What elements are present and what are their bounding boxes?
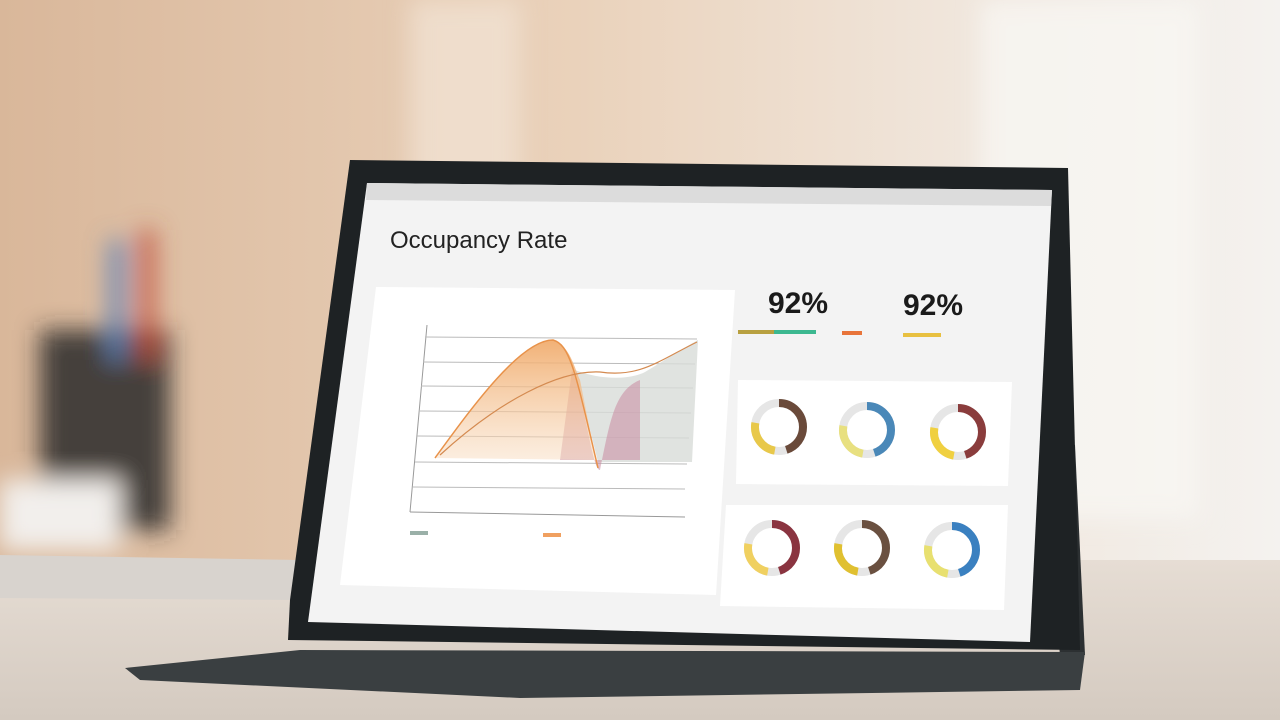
legend-swatch <box>410 531 428 535</box>
legend-swatch <box>543 533 561 537</box>
donut-panel-top <box>736 380 1012 486</box>
area-orange <box>435 340 596 460</box>
stat-bar <box>842 331 862 335</box>
grid-line <box>412 486 686 490</box>
donut-arc <box>751 399 807 455</box>
donut-arc <box>839 402 895 458</box>
line-orange <box>439 341 698 456</box>
stat-value: 92% <box>768 287 828 320</box>
axis <box>409 324 428 513</box>
stat-bar <box>903 333 941 337</box>
donut-arc <box>924 522 980 578</box>
donut-arc <box>744 520 800 576</box>
donut-arc <box>924 522 980 578</box>
donut-arc <box>751 399 807 455</box>
donut-arc <box>834 520 890 576</box>
axis <box>409 511 686 518</box>
grid-line <box>424 336 698 340</box>
grid-line <box>414 461 688 465</box>
browser-bar <box>366 183 1052 206</box>
donut-arc <box>834 520 890 576</box>
donut-arc <box>930 404 986 460</box>
decorations <box>409 324 987 578</box>
desk-book <box>0 555 300 600</box>
dashboard-title: Occupancy Rate <box>390 227 567 254</box>
stat-bar <box>738 330 774 334</box>
donut-arc <box>744 520 800 576</box>
line-orange <box>434 339 599 469</box>
stat-value: 92% <box>903 289 963 322</box>
donut-arc <box>930 404 987 460</box>
donut-arc <box>839 402 895 458</box>
stat-bar <box>774 330 816 334</box>
keyboard-cover <box>125 650 1085 698</box>
